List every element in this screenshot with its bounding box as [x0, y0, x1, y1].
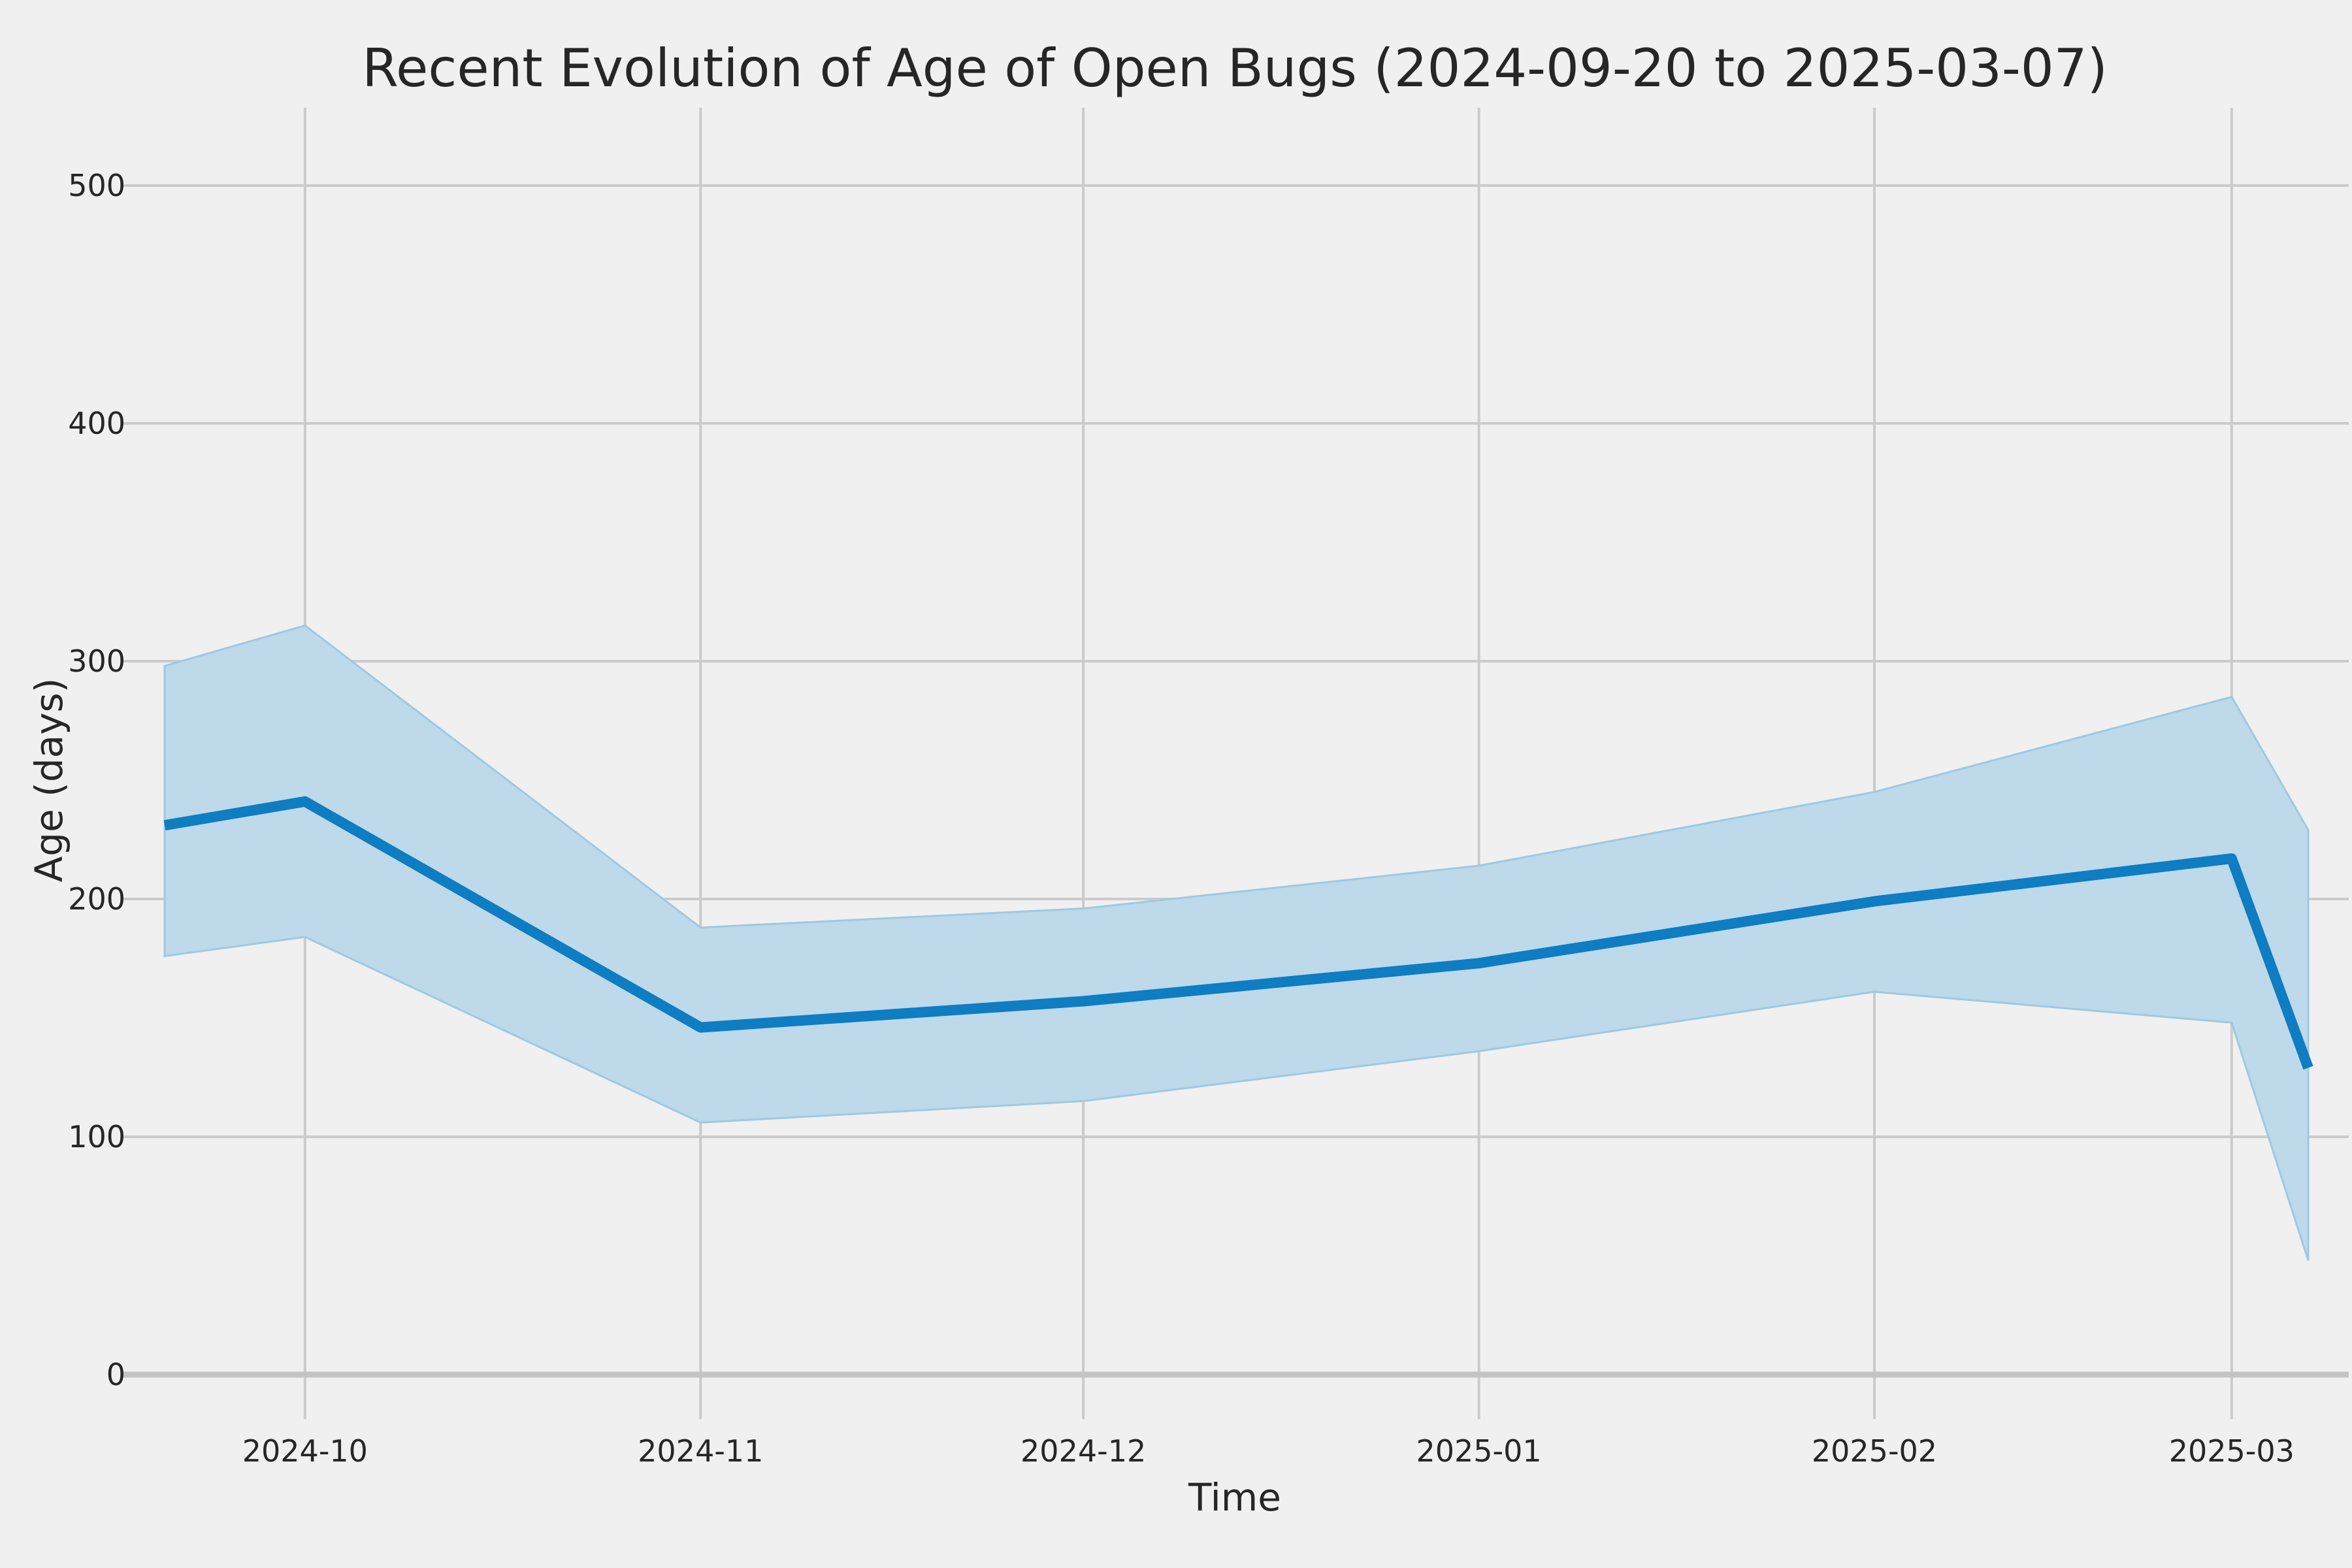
x-tick-label: 2024-11: [638, 1433, 763, 1469]
x-tick-label: 2024-12: [1021, 1433, 1146, 1469]
x-tick-label: 2025-02: [1812, 1433, 1937, 1469]
confidence-band: [163, 624, 2310, 1261]
x-tick-label: 2025-01: [1416, 1433, 1541, 1469]
x-tick-label: 2025-03: [2169, 1433, 2295, 1469]
mean-age-line: [163, 796, 2313, 1070]
data-layer: [163, 624, 2313, 1261]
chart-title: Recent Evolution of Age of Open Bugs (20…: [362, 38, 2108, 99]
label-layer: 2024-10 2024-11 2024-12 2025-01 2025-02 2025-…: [68, 168, 2295, 1469]
y-tick-label: 0: [106, 1357, 125, 1392]
y-tick-label: 300: [68, 644, 125, 679]
y-tick-label: 100: [68, 1119, 125, 1154]
x-axis-label: Time: [1188, 1475, 1281, 1520]
y-axis-label: Age (days): [27, 678, 71, 883]
y-tick-label: 400: [68, 406, 125, 441]
x-tick-label: 2024-10: [242, 1433, 368, 1469]
y-tick-label: 200: [68, 881, 125, 917]
y-tick-label: 500: [68, 168, 125, 203]
